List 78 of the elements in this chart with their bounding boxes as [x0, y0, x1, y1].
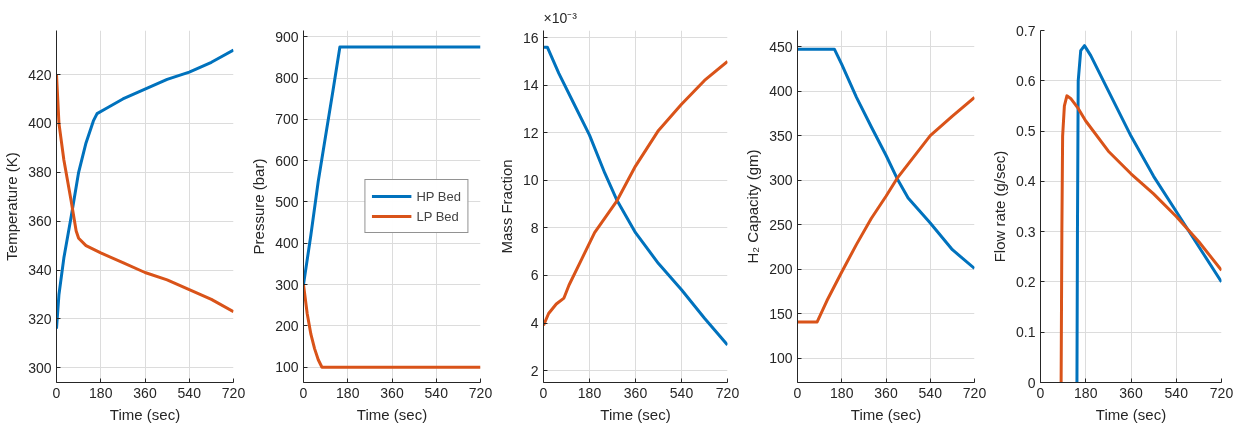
y-tick-label: 200: [769, 261, 793, 278]
y-tick-label: 350: [769, 127, 793, 144]
y-tick-label: 10: [522, 172, 539, 189]
y-tick-label: 0.2: [1016, 273, 1036, 290]
y-tick-label: 2: [530, 362, 539, 379]
x-tick-label: 720: [468, 384, 493, 401]
y-tick-label: 450: [769, 38, 793, 55]
y-tick-label: 6: [530, 267, 539, 284]
x-tick-label: 720: [1209, 384, 1234, 401]
y-tick-label: 4: [530, 315, 539, 332]
x-tick-label: 360: [623, 384, 648, 401]
y-tick-label: 320: [28, 310, 52, 327]
line-series: [797, 47, 975, 270]
y-tick-label: 0.5: [1016, 123, 1036, 140]
x-tick-label: 720: [715, 384, 740, 401]
y-tick-label: 400: [769, 83, 793, 100]
y-axis-title: Pressure (bar): [250, 158, 268, 255]
y-tick-label: 340: [28, 262, 52, 279]
x-tick-label: 360: [380, 384, 404, 401]
x-tick-label: 720: [962, 384, 987, 401]
legend-label: LP Bed: [416, 208, 459, 224]
y-tick-label: 600: [275, 152, 299, 169]
x-tick-label: 180: [830, 384, 854, 401]
y-tick-label: 100: [275, 359, 299, 376]
y-tick-label: 0.4: [1016, 173, 1036, 190]
x-tick-label: 180: [336, 384, 360, 401]
x-tick-label: 540: [177, 384, 202, 401]
y-tick-label: 300: [28, 359, 52, 376]
y-tick-label: 0.3: [1016, 223, 1036, 240]
y-tick-label: 0.6: [1016, 72, 1036, 89]
x-axis-title: Time (sec): [600, 405, 671, 423]
y-tick-label: 300: [275, 276, 299, 293]
y-tick-label: 250: [769, 216, 793, 233]
y-tick-label: 0.1: [1016, 324, 1036, 341]
text: ×10⁻³: [543, 9, 578, 26]
x-tick-label: 720: [221, 384, 246, 401]
line-series: [303, 283, 481, 369]
y-tick-label: 400: [275, 235, 299, 252]
y-tick-label: 14: [522, 77, 539, 94]
line-series: [1059, 94, 1222, 383]
x-tick-label: 360: [133, 384, 157, 401]
x-axis-title: Time (sec): [109, 405, 181, 423]
y-tick-label: 400: [28, 115, 52, 132]
line-series: [797, 95, 975, 324]
y-axis-title: Flow rate (g/sec): [991, 150, 1009, 263]
x-tick-label: 360: [874, 384, 898, 401]
y-tick-label: 800: [275, 70, 299, 87]
y-tick-label: 420: [28, 66, 52, 83]
y-tick-label: 300: [769, 172, 793, 189]
x-tick-label: 180: [89, 384, 113, 401]
x-tick-label: 540: [918, 384, 943, 401]
x-tick-label: 540: [669, 384, 694, 401]
y-axis-title: Temperature (K): [3, 152, 21, 261]
legend-label: HP Bed: [416, 188, 461, 204]
y-tick-label: 360: [28, 213, 52, 230]
x-tick-label: 180: [577, 384, 602, 401]
x-tick-label: 180: [1074, 384, 1098, 401]
y-tick-label: 380: [28, 164, 52, 181]
x-tick-label: 540: [424, 384, 449, 401]
x-axis-title: Time (sec): [356, 405, 428, 423]
y-tick-label: 16: [522, 29, 539, 46]
y-tick-label: 500: [275, 193, 299, 210]
y-tick-label: 12: [522, 124, 539, 141]
y-tick-label: 200: [275, 317, 299, 334]
x-tick-label: 360: [1119, 384, 1143, 401]
x-axis-title: Time (sec): [1095, 405, 1167, 423]
y-tick-label: 0.7: [1016, 22, 1036, 39]
y-tick-label: 8: [530, 219, 539, 236]
y-tick-label: 150: [769, 305, 793, 322]
y-tick-label: 700: [275, 111, 299, 128]
x-tick-label: 540: [1164, 384, 1189, 401]
y-axis-title: Mass Fraction: [497, 159, 515, 254]
line-series: [303, 45, 481, 287]
y-tick-label: 900: [275, 28, 299, 45]
y-tick-label: 100: [769, 350, 793, 367]
line-series: [1075, 44, 1222, 383]
y-axis-title: H₂ Capacity (gm): [744, 149, 762, 264]
x-axis-title: Time (sec): [850, 405, 922, 423]
